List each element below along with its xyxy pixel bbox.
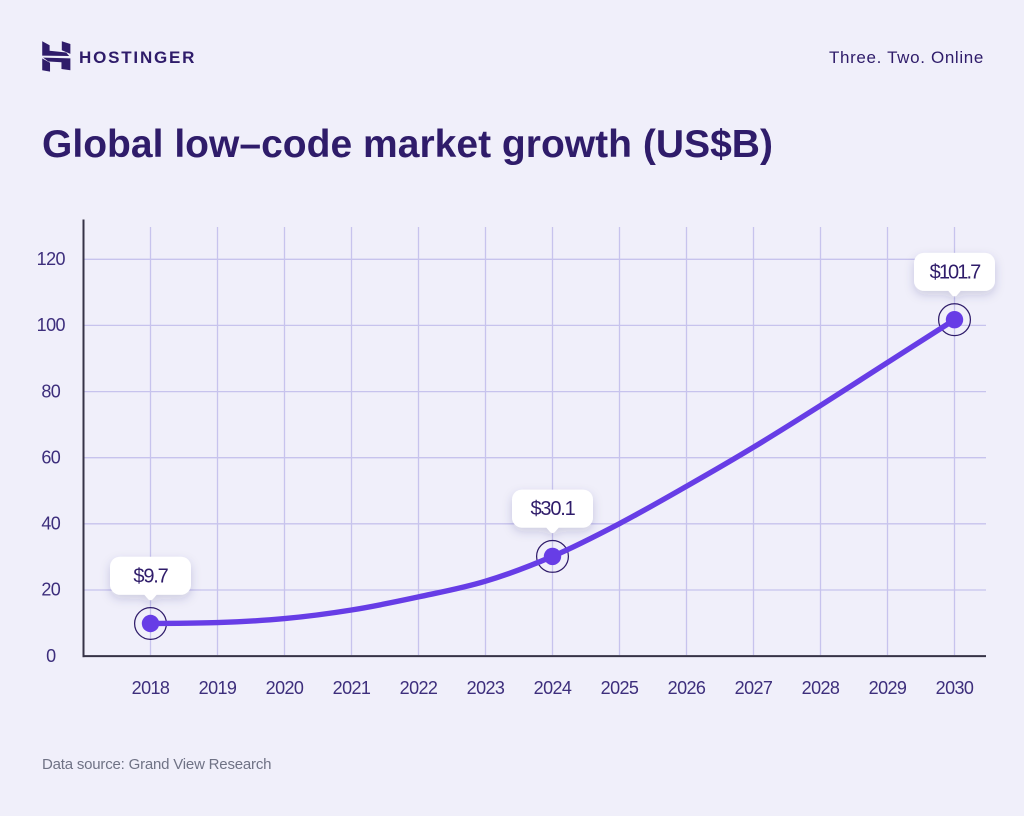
svg-text:2020: 2020	[266, 678, 304, 698]
svg-text:20: 20	[41, 580, 60, 600]
svg-text:2024: 2024	[534, 678, 572, 698]
svg-text:2021: 2021	[333, 678, 371, 698]
svg-text:120: 120	[37, 249, 66, 269]
svg-text:$101.7: $101.7	[930, 262, 982, 284]
svg-text:2022: 2022	[400, 678, 438, 698]
svg-text:80: 80	[41, 381, 60, 401]
svg-text:0: 0	[46, 646, 56, 666]
svg-text:100: 100	[37, 315, 66, 335]
svg-text:2023: 2023	[467, 678, 505, 698]
svg-text:2026: 2026	[668, 678, 706, 698]
svg-text:2019: 2019	[199, 678, 237, 698]
svg-text:60: 60	[41, 447, 60, 467]
svg-text:2029: 2029	[869, 678, 907, 698]
svg-text:40: 40	[41, 514, 60, 534]
svg-text:2030: 2030	[936, 678, 974, 698]
svg-text:2028: 2028	[802, 678, 840, 698]
svg-text:2018: 2018	[132, 678, 170, 698]
svg-text:$9.7: $9.7	[133, 565, 168, 587]
svg-text:2027: 2027	[735, 678, 773, 698]
svg-text:$30.1: $30.1	[530, 498, 575, 520]
svg-text:2025: 2025	[601, 678, 639, 698]
